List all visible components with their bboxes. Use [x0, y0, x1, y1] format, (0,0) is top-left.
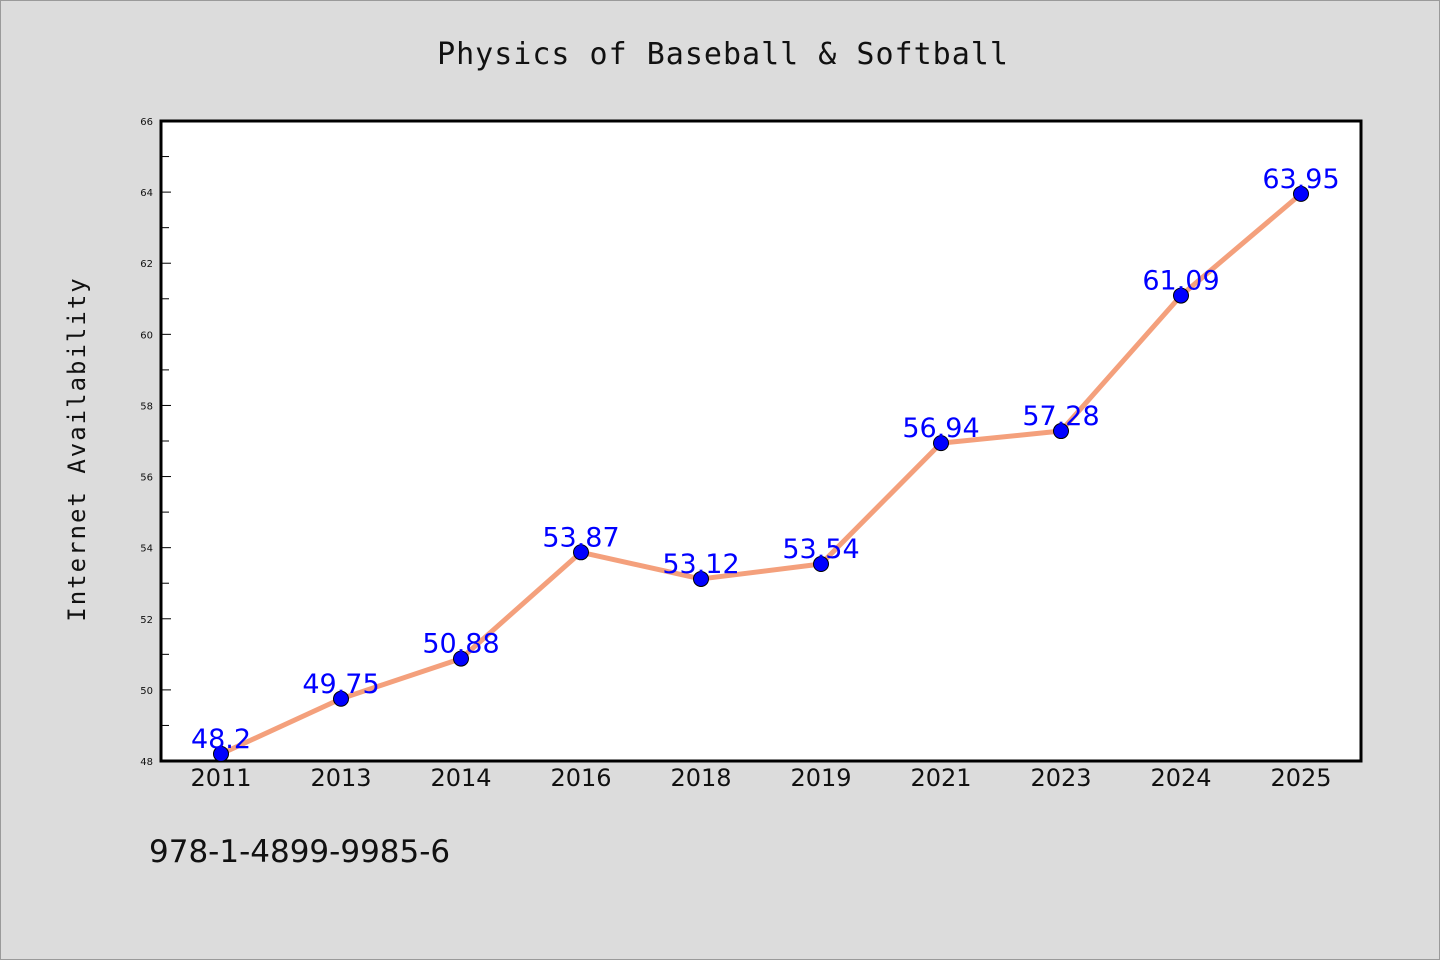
y-tick-label: 56 [140, 473, 153, 484]
data-point [213, 745, 229, 762]
x-tick-label: 2014 [430, 764, 491, 792]
data-label: 53.54 [782, 534, 859, 565]
data-point [693, 570, 709, 587]
y-tick-label: 58 [140, 401, 153, 412]
series-group [213, 185, 1309, 762]
x-tick-label: 2011 [190, 764, 251, 792]
data-label: 61.09 [1142, 266, 1219, 297]
x-tick-label: 2016 [550, 764, 611, 792]
plot-area [159, 119, 1363, 763]
y-axis: 48 50 52 54 56 58 60 62 64 66 [140, 117, 171, 768]
y-tick-label: 64 [140, 188, 153, 199]
data-label: 56.94 [902, 413, 979, 444]
x-tick-label: 2021 [910, 764, 971, 792]
x-tick-label: 2018 [670, 764, 731, 792]
x-tick-label: 2013 [310, 764, 371, 792]
y-tick-label: 48 [140, 757, 153, 768]
isbn-footer: 978-1-4899-9985-6 [149, 834, 451, 870]
data-label: 50.88 [422, 629, 499, 660]
data-label: 63.95 [1262, 164, 1339, 195]
data-label: 53.12 [662, 549, 739, 580]
y-axis-label: Internet Availability [63, 276, 91, 621]
data-point [1293, 185, 1309, 202]
x-tick-label: 2025 [1270, 764, 1331, 792]
chart-title: Physics of Baseball & Softball [437, 37, 1009, 72]
data-point [573, 544, 589, 561]
y-tick-label: 50 [140, 686, 153, 697]
data-labels: 48.2 49.75 50.88 53.87 53.12 53.54 56.94 57.28 6… [191, 164, 1340, 755]
x-tick-label: 2024 [1150, 764, 1211, 792]
data-label: 49.75 [302, 669, 379, 700]
data-point [813, 556, 829, 573]
y-tick-label: 52 [140, 615, 153, 626]
data-point [1053, 423, 1069, 440]
y-tick-label: 60 [140, 330, 153, 341]
data-label: 57.28 [1022, 401, 1099, 432]
y-tick-label: 54 [140, 544, 153, 555]
data-label: 48.2 [191, 724, 251, 755]
x-tick-label: 2019 [790, 764, 851, 792]
data-point [933, 435, 949, 452]
series-line [218, 191, 1304, 757]
data-point [333, 690, 349, 707]
x-tick-label: 2023 [1030, 764, 1091, 792]
data-point [453, 650, 469, 667]
y-tick-label: 66 [140, 117, 153, 128]
y-tick-label: 62 [140, 259, 153, 270]
x-axis: 2011 2013 2014 2016 2018 2019 2021 2023 2024 2025 [190, 764, 1331, 792]
data-point [1173, 287, 1189, 304]
data-label: 53.87 [542, 522, 619, 553]
